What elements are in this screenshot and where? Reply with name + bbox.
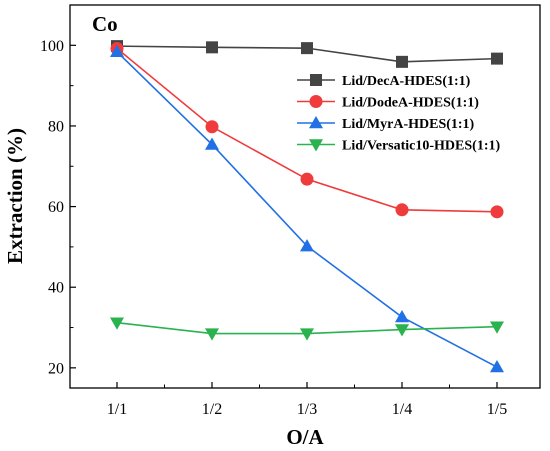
data-point (300, 239, 314, 252)
legend: Lid/DecA-HDES(1:1) Lid/DodeA-HDES(1:1) Lid… (297, 74, 500, 154)
x-tick-label: 1/1 (107, 401, 127, 418)
x-axis: 1/1 1/2 1/3 1/4 1/5 (107, 382, 507, 418)
legend-marker (309, 95, 323, 108)
y-tick-label: 100 (40, 38, 64, 55)
y-tick-label: 40 (48, 280, 64, 297)
y-tick-label: 20 (48, 360, 64, 377)
data-point (205, 120, 219, 134)
x-axis-title: O/A (286, 425, 324, 449)
panel-annotation: Co (92, 12, 118, 36)
data-point (490, 321, 504, 334)
x-tick-label: 1/5 (487, 401, 507, 418)
data-point (110, 317, 124, 330)
legend-marker (309, 116, 323, 129)
data-point (300, 172, 314, 186)
y-tick-label: 60 (48, 199, 64, 216)
y-axis: 20 40 60 80 100 (40, 4, 76, 377)
plot-marks (110, 40, 504, 373)
data-point (395, 310, 409, 323)
data-point (491, 52, 503, 65)
legend-label: Lid/Versatic10-HDES(1:1) (342, 139, 500, 154)
data-point (205, 137, 219, 150)
data-point (206, 41, 218, 54)
y-tick-label: 80 (48, 118, 64, 135)
legend-label: Lid/DodeA-HDES(1:1) (342, 96, 479, 111)
data-point (395, 324, 409, 337)
data-point (395, 203, 409, 217)
data-point (205, 328, 219, 341)
data-point (490, 360, 504, 373)
data-point (300, 328, 314, 341)
legend-label: Lid/MyrA-HDES(1:1) (342, 117, 475, 132)
y-axis-title: Extraction (%) (3, 128, 27, 264)
x-tick-label: 1/3 (297, 401, 317, 418)
legend-marker (310, 74, 322, 86)
data-point (490, 205, 504, 219)
data-point (110, 44, 124, 58)
data-point (301, 42, 313, 55)
x-tick-label: 1/2 (202, 401, 222, 418)
legend-label: Lid/DecA-HDES(1:1) (342, 74, 471, 89)
plot-frame (69, 4, 541, 389)
legend-marker (309, 139, 323, 152)
data-point (396, 55, 408, 68)
x-tick-label: 1/4 (392, 401, 412, 418)
